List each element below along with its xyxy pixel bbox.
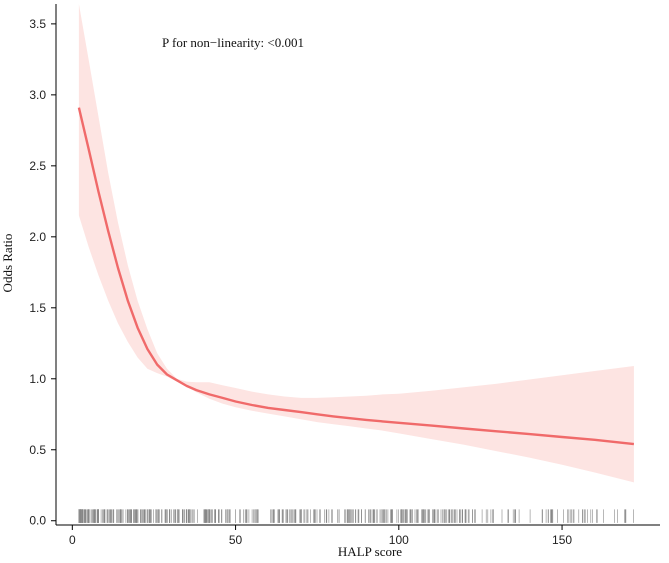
- confidence-band: [78, 4, 634, 483]
- confidence-band-layer: [78, 4, 634, 483]
- y-tick-label: 0.0: [29, 514, 46, 528]
- y-tick-label: 0.5: [29, 443, 46, 457]
- rug-layer: [78, 509, 634, 523]
- y-tick-label: 2.5: [29, 159, 46, 173]
- x-tick-label: 100: [389, 533, 409, 547]
- y-tick-label: 3.0: [29, 88, 46, 102]
- x-tick-label: 150: [552, 533, 572, 547]
- x-tick-label: 0: [69, 533, 76, 547]
- y-axis-title: Odds Ratio: [0, 234, 15, 293]
- y-tick-label: 1.0: [29, 372, 46, 386]
- x-tick-label: 50: [229, 533, 243, 547]
- nonlinearity-annotation: P for non−linearity: <0.001: [162, 35, 304, 50]
- curve-layer: [77, 107, 635, 446]
- y-tick-label: 3.5: [29, 17, 46, 31]
- y-tick-label: 2.0: [29, 230, 46, 244]
- y-tick-label: 1.5: [29, 301, 46, 315]
- x-axis-title: HALP score: [338, 544, 402, 559]
- axes-layer: 0.0 0.5 1.0 1.5 2.0 2.5 3.0 3.5 0 50 100 150: [29, 4, 660, 547]
- odds-ratio-curve: [77, 107, 635, 446]
